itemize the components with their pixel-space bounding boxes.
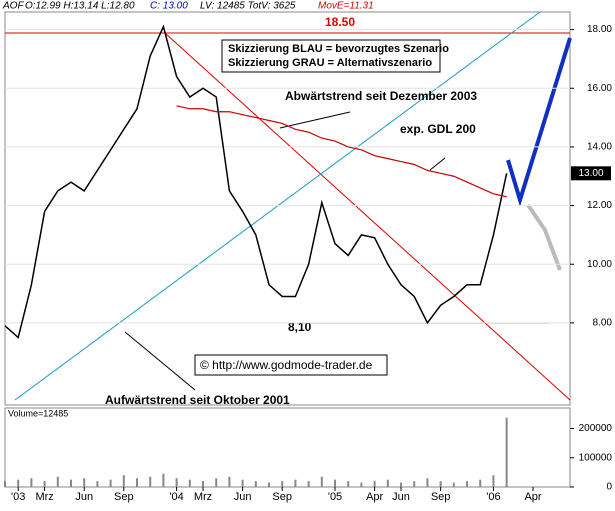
volume-bar (241, 479, 244, 487)
volume-bar (505, 417, 508, 487)
volume-bar (400, 482, 403, 487)
volume-bar (492, 475, 495, 487)
header-ohl: O:12.99 H:13.14 L:12.80 (25, 1, 135, 12)
volume-bar (347, 481, 350, 487)
price-line (176, 105, 507, 198)
x-tick-label: Jun (234, 491, 252, 503)
grey-scenario (526, 203, 562, 271)
volume-bar (479, 479, 482, 487)
volume-bar (70, 479, 73, 487)
volume-bar (202, 481, 205, 487)
legend-blue: Skizzierung BLAU = bevorzugtes Szenario (228, 43, 449, 55)
x-tick-label: '03 (11, 491, 25, 503)
volume-bar (281, 481, 284, 487)
volume-frame (4, 407, 571, 488)
volume-bar (320, 476, 323, 487)
low-label: 8,10 (288, 320, 312, 334)
volume-bar (228, 476, 231, 487)
header-symbol: AOF (2, 1, 24, 12)
volume-bar (4, 481, 6, 487)
volume-tick-label: 0 (606, 482, 612, 493)
volume-bar (307, 481, 310, 487)
volume-bar (96, 481, 99, 487)
arrow (429, 157, 446, 171)
downtrend-label: Abwärtstrend seit Dezember 2003 (285, 89, 477, 103)
downtrend-line (164, 32, 571, 401)
volume-bar (83, 478, 86, 487)
y-tick-label: 18.00 (587, 24, 612, 35)
header-volume: LV: 12485 TotV: 3625 (200, 1, 296, 12)
volume-bar (56, 476, 59, 487)
x-tick-label: Apr (366, 491, 383, 503)
arrow (279, 111, 351, 129)
last-price-tag (571, 166, 611, 181)
volume-bar (386, 479, 389, 487)
volume-bar (175, 478, 178, 487)
volume-bar (426, 478, 429, 487)
x-tick-label: '05 (328, 491, 342, 503)
volume-bar (30, 478, 33, 487)
blue-scenario (506, 37, 572, 207)
volume-bar (373, 481, 376, 487)
volume-bar (215, 478, 218, 487)
price-line (4, 24, 508, 339)
header-mov: MovE=11.31 (318, 1, 374, 12)
volume-bar (452, 482, 455, 487)
volume-bar (268, 482, 271, 487)
volume-bar (122, 475, 125, 487)
arrow (124, 331, 196, 391)
gdl-label: exp. GDL 200 (400, 122, 476, 136)
uptrend-label: Aufwärtstrend seit Oktober 2001 (105, 393, 290, 407)
volume-bar (294, 479, 297, 487)
volume-bar (334, 479, 337, 487)
source-label: © http://www.godmode-trader.de (200, 358, 373, 372)
volume-bar (254, 481, 257, 487)
header-close: C: 13.00 (150, 1, 188, 12)
y-tick-label: 12.00 (587, 200, 612, 211)
last-price-label: 13.00 (578, 168, 603, 179)
source-box (194, 354, 388, 376)
x-tick-label: Jun (392, 491, 410, 503)
volume-title: Volume=12485 (8, 408, 68, 418)
x-tick-label: '04 (169, 491, 183, 503)
x-tick-label: '06 (486, 491, 500, 503)
y-tick-label: 10.00 (587, 259, 612, 270)
y-tick-label: 8.00 (593, 318, 613, 329)
volume-tick-label: 200000 (579, 423, 613, 434)
y-tick-label: 14.00 (587, 142, 612, 153)
volume-bar (17, 479, 20, 487)
x-tick-label: Mrz (194, 491, 212, 503)
volume-bar (136, 478, 139, 487)
legend-box (221, 39, 441, 73)
volume-bar (162, 473, 165, 487)
x-tick-label: Mrz (35, 491, 53, 503)
legend-grey: Skizzierung GRAU = Alternativszenario (228, 57, 432, 69)
volume-bar (149, 476, 152, 487)
volume-bar (188, 479, 191, 487)
volume-tick-label: 100000 (579, 452, 613, 463)
volume-bar (439, 481, 442, 487)
volume-bar (360, 482, 363, 487)
x-tick-label: Jun (75, 491, 93, 503)
volume-bar (466, 481, 469, 487)
high-label: 18.50 (325, 15, 355, 29)
y-tick-label: 16.00 (587, 83, 612, 94)
volume-bar (109, 479, 112, 487)
x-tick-label: Sep (431, 491, 451, 503)
x-tick-label: Sep (272, 491, 292, 503)
x-tick-label: Sep (114, 491, 134, 503)
volume-bar (413, 481, 416, 487)
x-tick-label: Apr (524, 491, 541, 503)
volume-bar (43, 481, 46, 487)
price-frame (4, 11, 571, 406)
